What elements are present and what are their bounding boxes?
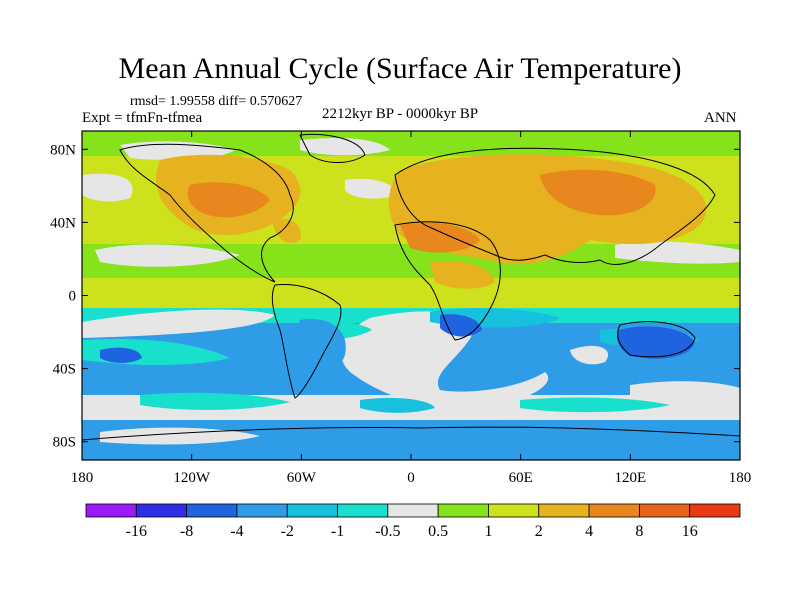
time-period-label: 2212kyr BP - 0000kyr BP — [322, 106, 479, 122]
sahara-hot — [400, 222, 480, 253]
season-label: ANN — [704, 110, 737, 126]
rmsd-diff-stats: rmsd= 1.99558 diff= 0.570627 — [130, 94, 303, 109]
colorbar-label: 4 — [585, 523, 593, 540]
colorbar-label: 16 — [682, 523, 698, 540]
patch-gray — [345, 178, 398, 199]
patch-gray — [100, 427, 260, 445]
patch-gray — [570, 345, 609, 365]
lat-label: 80S — [53, 435, 76, 451]
colorbar-swatch — [337, 503, 389, 518]
patch-cyan — [360, 397, 435, 413]
colorbar-label: 0.5 — [428, 523, 448, 540]
coastlines — [81, 133, 741, 441]
colorbar-label: -1 — [331, 523, 344, 540]
colorbar-swatch — [437, 503, 489, 518]
colorbar: -16 -8 -4 -2 -1 -0.5 0.5 1 2 4 8 16 — [85, 503, 741, 540]
eurasia-coast — [394, 147, 716, 265]
lon-label: 60E — [509, 470, 533, 486]
lon-label: 180 — [729, 470, 752, 486]
colorbar-swatch — [488, 503, 540, 518]
north-america-hot — [187, 182, 270, 218]
colorbar-label: -8 — [180, 523, 193, 540]
colorbar-swatch — [135, 503, 188, 518]
colorbar-label: 8 — [635, 523, 643, 540]
north-america-coast — [119, 143, 294, 283]
patch-gray — [300, 138, 390, 156]
colorbar-swatch — [689, 503, 741, 518]
colorbar-swatch — [85, 503, 137, 518]
colorbar-swatch — [588, 503, 640, 518]
atlantic-warm — [272, 218, 301, 244]
latitude-axis: 80N 40N 0 40S 80S — [50, 142, 740, 451]
lon-label: 120W — [173, 470, 211, 486]
patch-gray — [615, 241, 740, 264]
patch-gray — [630, 381, 740, 403]
lon-label: 180 — [71, 470, 94, 486]
pacific-cold — [100, 347, 142, 363]
patch-cyan — [520, 397, 670, 413]
longitude-axis: 180 120W 60W 0 60E 120E 180 — [71, 131, 752, 486]
experiment-label: Expt = tfmFn-tfmea — [82, 110, 203, 126]
lat-label: 0 — [69, 289, 77, 305]
plot-title: Mean Annual Cycle (Surface Air Temperatu… — [118, 52, 682, 85]
colorbar-swatch — [236, 503, 288, 518]
africa-warm — [430, 260, 495, 289]
colorbar-label: 1 — [484, 523, 492, 540]
colorbar-label: -2 — [281, 523, 294, 540]
colorbar-swatch — [538, 503, 590, 518]
lat-label: 40S — [53, 362, 76, 378]
patch-gray — [82, 173, 133, 202]
colorbar-swatch — [186, 503, 238, 518]
south-america-coast — [271, 283, 342, 399]
equator-band — [82, 278, 740, 308]
lon-label: 0 — [407, 470, 415, 486]
colorbar-swatch — [387, 503, 439, 518]
lon-label: 120E — [614, 470, 646, 486]
patch-gray — [95, 244, 240, 267]
africa-coast — [394, 221, 501, 341]
colorbar-label: -0.5 — [375, 523, 400, 540]
colorbar-swatch — [638, 503, 691, 518]
lat-label: 40N — [50, 215, 76, 231]
patch-gray — [340, 311, 549, 410]
colorbar-swatch — [286, 503, 338, 518]
australia-coast — [617, 321, 696, 358]
africa-south-cool — [440, 314, 482, 337]
australia-cold — [616, 326, 695, 359]
map-field — [82, 131, 740, 460]
colorbar-label: 2 — [535, 523, 543, 540]
greenland-coast — [299, 133, 366, 163]
antarctica-coast — [81, 426, 741, 441]
lat-label: 80N — [50, 142, 76, 158]
eurasia-hot — [540, 169, 656, 216]
lon-label: 60W — [287, 470, 317, 486]
patch-gray — [82, 309, 275, 338]
colorbar-label: -16 — [126, 523, 147, 540]
patch-cyan — [140, 392, 290, 410]
colorbar-label: -4 — [230, 523, 243, 540]
